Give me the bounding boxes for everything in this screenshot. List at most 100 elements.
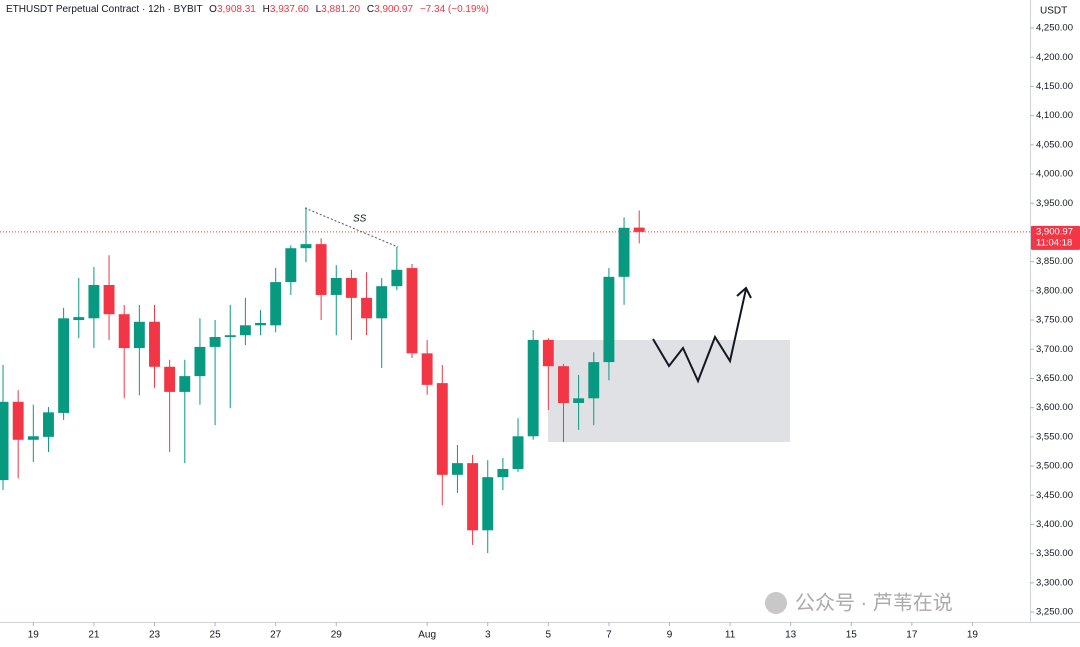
ss-line [304,207,399,248]
candle [406,263,418,359]
candle [391,247,403,291]
candle-body [527,339,539,437]
candle [376,278,388,368]
symbol: ETHUSDT Perpetual Contract · 12h · BYBIT [6,4,203,15]
legend-header: ETHUSDT Perpetual Contract · 12h · BYBIT… [6,4,489,15]
candle [58,307,70,420]
candle-body [542,339,554,367]
candle [300,207,312,263]
y-tick-label: 3,750.00 [1036,315,1073,326]
candle [497,457,509,491]
x-tick-label: 29 [331,630,343,641]
x-tick-label: 23 [149,630,161,641]
candle [194,318,206,405]
x-tick-label: 3 [485,630,491,641]
candle-body [0,401,9,481]
y-tick-label: 4,200.00 [1036,52,1073,63]
candle-body [451,463,463,475]
candle [573,374,585,430]
candle-body [103,285,115,315]
candle-body [588,362,600,399]
candle [88,266,100,349]
x-tick-label: 9 [667,630,673,641]
candle-body [633,227,645,232]
candle-body [391,269,403,287]
candle-body [421,353,433,385]
candle [361,272,373,336]
x-tick-label: Aug [418,630,436,641]
candle-body [345,278,357,298]
y-tick-label: 4,000.00 [1036,169,1073,180]
candle [542,338,554,410]
candle [315,238,327,321]
watermark-icon [765,592,787,614]
candle-body [224,335,236,337]
candle [103,255,115,340]
candle-body [300,244,312,249]
last-price-label: 3,900.97 [1036,226,1073,237]
y-tick-label: 3,850.00 [1036,256,1073,267]
candle-body [209,336,221,347]
candle [27,404,39,462]
o-label: O [209,4,217,15]
change: −7.34 (−0.19%) [419,4,489,15]
candle-body [603,276,615,363]
y-tick-label: 4,250.00 [1036,23,1073,34]
x-tick-label: 11 [725,630,736,641]
x-tick-label: 13 [785,630,797,641]
candle-body [285,248,297,283]
candle-body [573,398,585,403]
y-tick-label: 3,300.00 [1036,577,1073,588]
zone-box [548,340,790,442]
candle-body [239,325,251,336]
watermark: 公众号 · 芦苇在说 [765,591,953,614]
candle [421,339,433,395]
candle [224,304,236,409]
candle [527,329,539,440]
candle [603,268,615,381]
candle-body [497,468,509,478]
candle [43,407,54,453]
close-value: 3,900.97 [374,4,414,15]
candle-body [194,346,206,377]
candle-body [27,436,39,440]
low-value: 3,881.20 [321,4,361,15]
candle-body [133,321,145,349]
y-tick-label: 4,150.00 [1036,81,1073,92]
candle-body [482,477,494,531]
candle [164,359,176,453]
candle [558,363,569,443]
candle-body [376,286,388,319]
y-tick-label: 4,100.00 [1036,110,1073,121]
candle-body [558,366,569,403]
candle [618,217,630,305]
x-tick-label: 21 [88,630,100,641]
y-tick-label: 3,450.00 [1036,490,1073,501]
x-tick-label: 27 [270,630,282,641]
candle-body [12,401,24,440]
candle [118,304,130,399]
y-tick-label: 3,600.00 [1036,402,1073,413]
y-tick-label: 3,500.00 [1036,461,1073,472]
y-tick-label: 3,250.00 [1036,607,1073,618]
candle [209,320,221,426]
x-tick-label: 7 [606,630,612,641]
c-label: C [366,4,375,15]
candle-body [270,282,282,326]
candle-body [88,285,100,319]
y-tick-label: 3,800.00 [1036,285,1073,296]
x-tick-label: 15 [846,630,858,641]
candle-body [361,297,373,319]
currency-label: USDT [1040,6,1067,17]
y-tick-label: 3,650.00 [1036,373,1073,384]
y-tick-label: 3,550.00 [1036,431,1073,442]
candle [270,268,282,333]
candle [133,304,145,396]
candle [12,390,24,479]
candle [467,454,479,545]
candle [255,310,266,336]
candle [179,359,191,464]
candle-body [330,278,342,295]
candle [330,265,342,336]
